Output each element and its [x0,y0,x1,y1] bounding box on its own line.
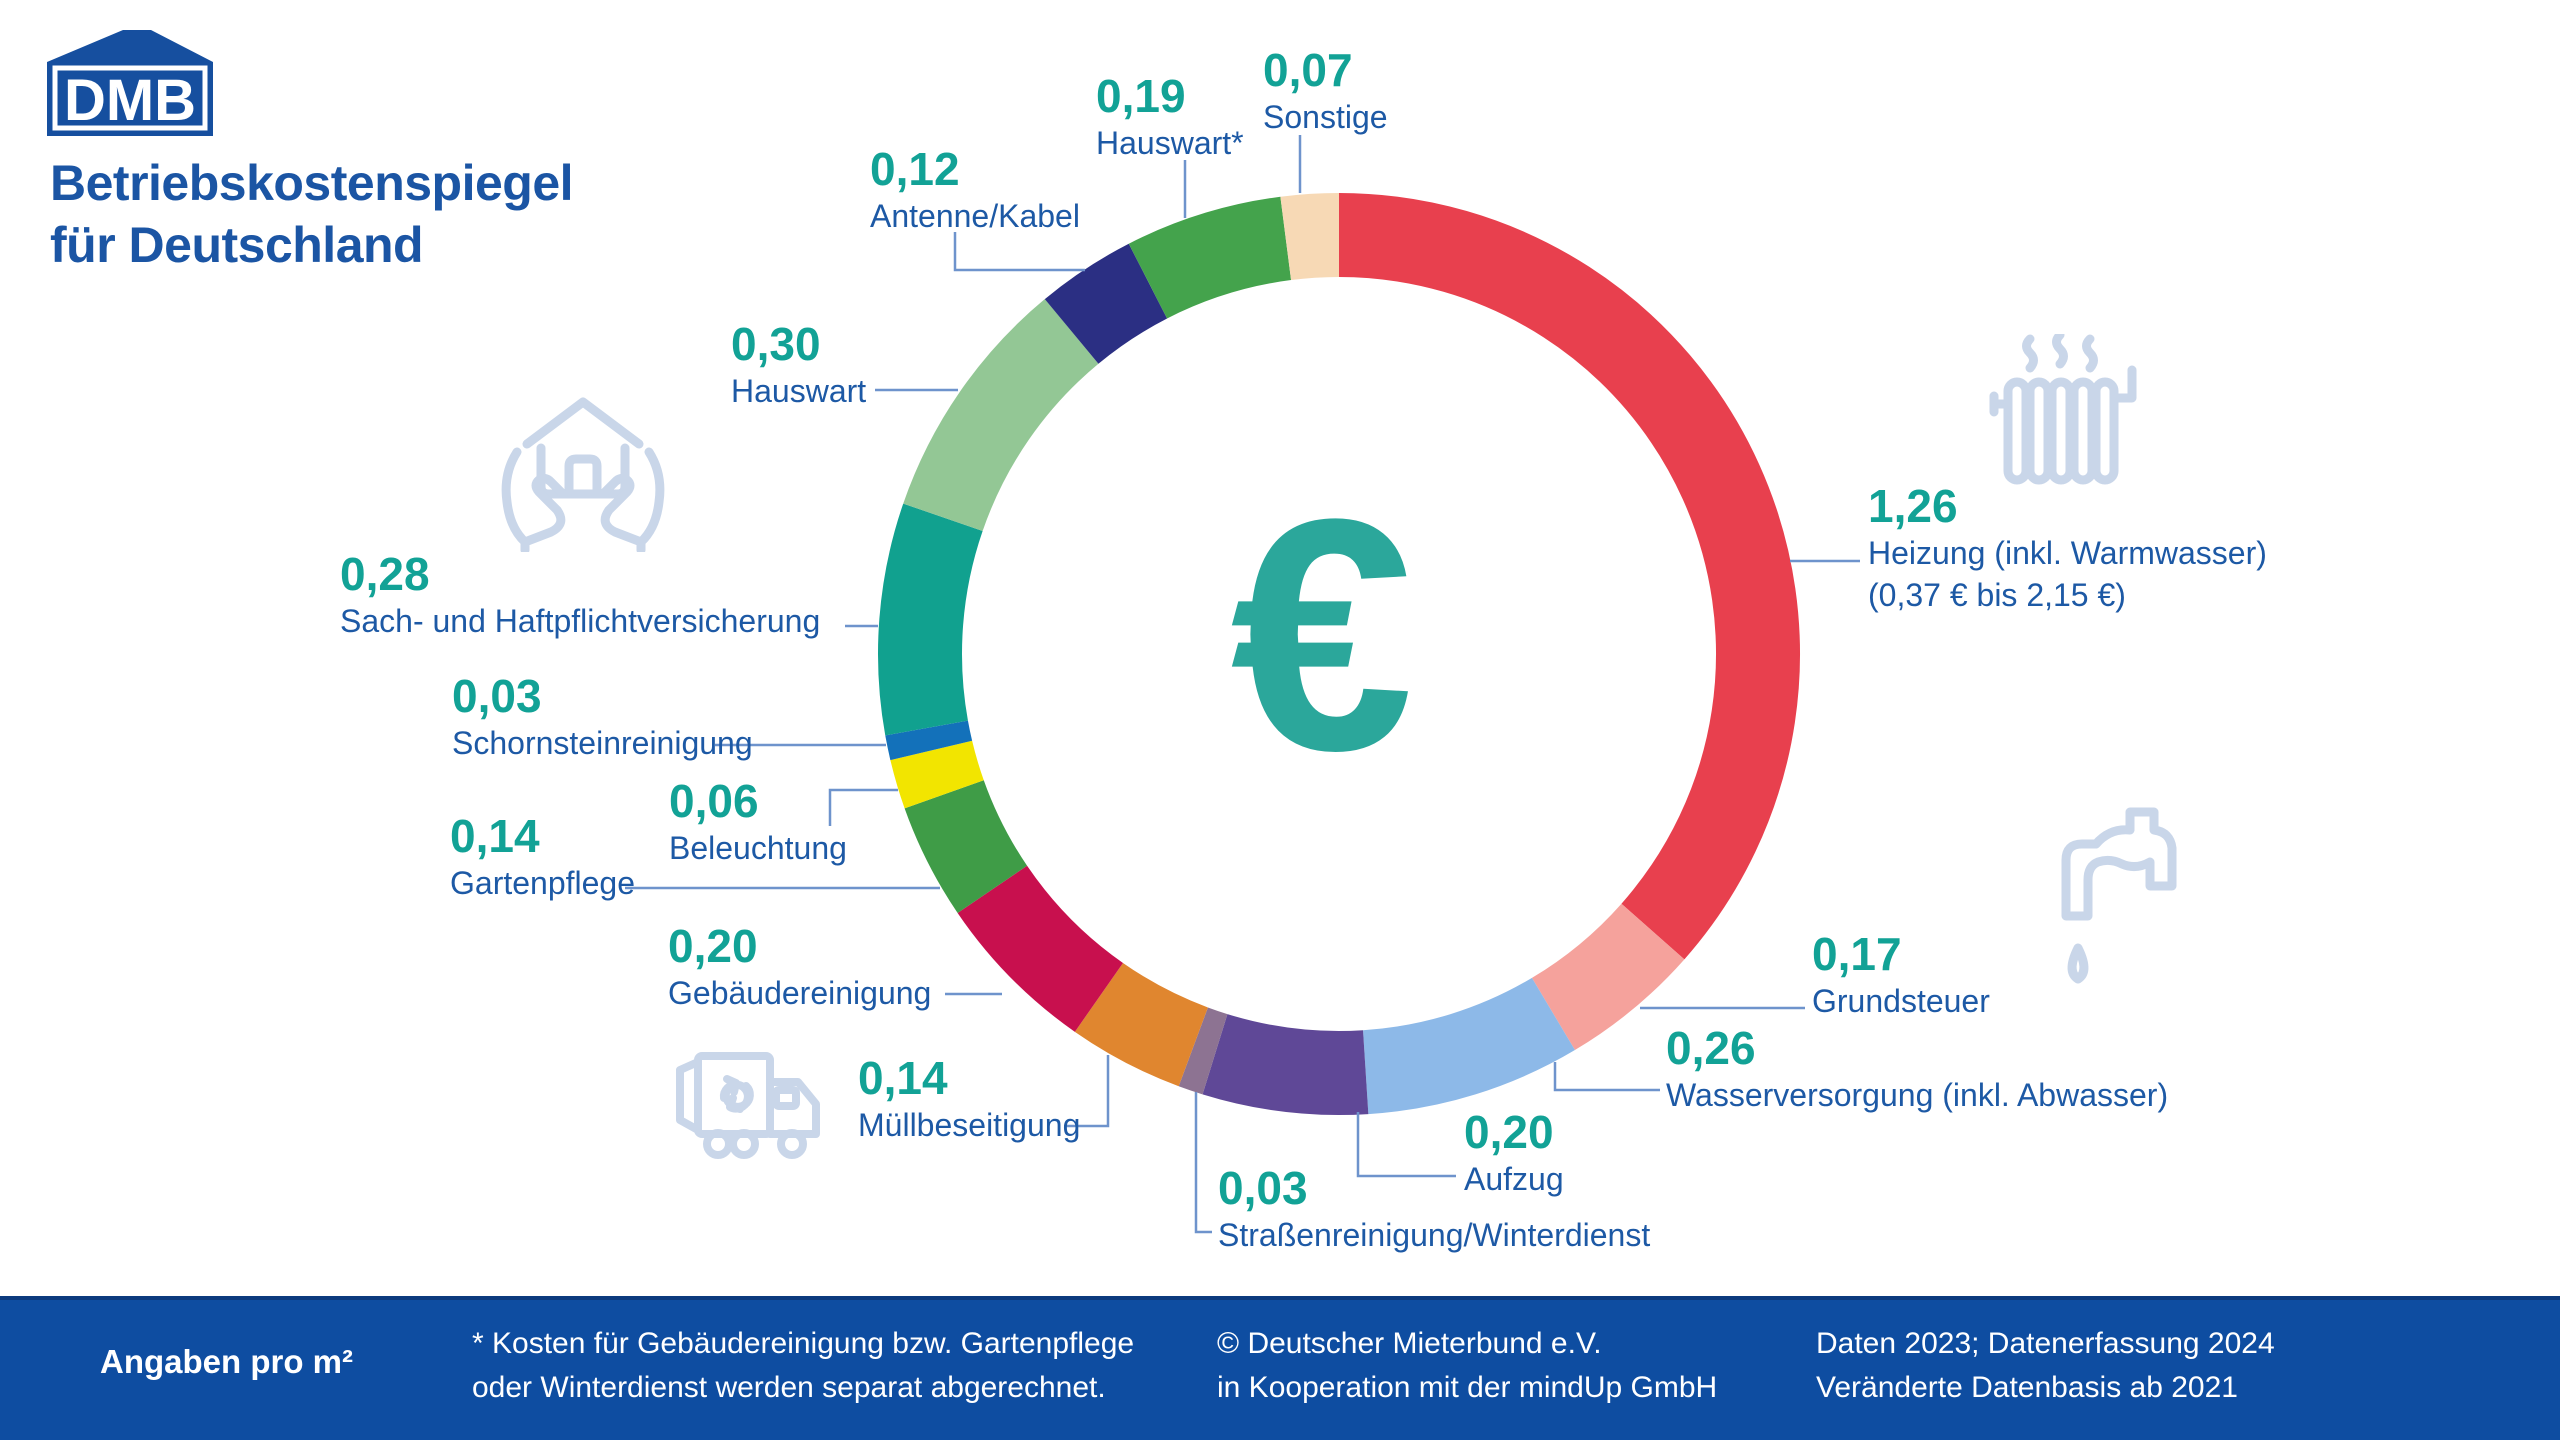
segment-label-muellbeseitigung: 0,14 Müllbeseitigung [858,1052,1080,1146]
leader-line-antenne [953,232,1085,272]
donut-segment-heizung [1338,193,1800,960]
donut-segment-schornsteinreinigung [885,720,973,761]
segment-value: 0,28 [340,548,430,600]
segment-name: Wasserversorgung (inkl. Abwasser) [1666,1077,2169,1113]
hands-house-icon [501,397,665,552]
segment-value: 0,20 [668,920,758,972]
footnote-line2: oder Winterdienst werden separat abgerec… [472,1371,1106,1404]
page-title: Betriebskostenspiegel für Deutschland [50,152,574,276]
donut-segment-beleuchtung [890,740,984,809]
dmb-logo: DMB [47,30,213,136]
segment-value: 0,03 [452,670,542,722]
segment-value: 0,06 [669,775,759,827]
segment-name: Gartenpflege [450,865,636,901]
data-note: Daten 2023; Datenerfassung 2024 Veränder… [1816,1322,2275,1410]
segment-label-gartenpflege: 0,14 Gartenpflege [450,810,635,904]
donut-segment-wasserversorgung [1362,977,1575,1115]
leader-line-strassenreinigung [1194,1092,1212,1234]
segment-name: Schornsteinreinigung [452,725,753,761]
segment-name: Sonstige [1263,99,1388,135]
segment-name: Heizung (inkl. Warmwasser) [1868,535,2267,571]
donut-segment-strassenreinigung [1178,1007,1228,1095]
leader-line-wasserversorgung [1553,1062,1660,1092]
donut-segment-antenne [1044,243,1168,365]
segment-label-aufzug: 0,20 Aufzug [1464,1106,1564,1200]
title-line1: Betriebskostenspiegel [50,155,574,211]
segment-name: Müllbeseitigung [858,1107,1081,1143]
segment-value: 0,20 [1464,1106,1554,1158]
segment-name: Straßenreinigung/Winterdienst [1218,1217,1651,1253]
segment-label-heizung: 1,26 Heizung (inkl. Warmwasser) (0,37 € bi… [1868,480,2267,616]
segment-label-versicherung: 0,28 Sach- und Haftpflichtversicherung [340,548,820,642]
segment-name: Hauswart* [1096,125,1244,161]
donut-segment-hauswart [903,299,1099,532]
garbage-truck-icon [676,1052,820,1159]
donut-segment-versicherung [878,503,983,736]
segment-value: 0,07 [1263,44,1353,96]
segment-value: 0,19 [1096,70,1186,122]
radiator-icon [1989,334,2137,485]
segment-name: Aufzug [1464,1161,1564,1197]
segment-label-beleuchtung: 0,06 Beleuchtung [669,775,847,869]
segment-value: 0,14 [858,1052,948,1104]
title-line2: für Deutschland [50,217,424,273]
segment-sublabel: (0,37 € bis 2,15 €) [1868,577,2126,613]
footnote: * Kosten für Gebäudereinigung bzw. Garte… [472,1322,1134,1410]
donut-segment-gebaeudereinigung [957,865,1124,1032]
segment-value: 0,14 [450,810,540,862]
logo-text: DMB [64,68,196,133]
logo-keyline [52,65,208,131]
segment-value: 0,17 [1812,928,1902,980]
footer-bar: Angaben pro m² * Kosten für Gebäudereini… [0,1296,2560,1440]
copyright-line1: © Deutscher Mieterbund e.V. [1217,1327,1602,1360]
segment-value: 0,30 [731,318,821,370]
unit-note: Angaben pro m² [100,1343,353,1380]
segment-label-sonstige: 0,07 Sonstige [1263,44,1388,138]
segment-name: Gebäudereinigung [668,975,932,1011]
segment-value: 0,03 [1218,1162,1308,1214]
donut-segment-grundsteuer [1531,903,1685,1051]
donut-segment-aufzug [1202,1013,1369,1115]
segment-name: Beleuchtung [669,830,847,866]
donut-segment-hauswart2 [1128,196,1292,319]
leader-line-muellbeseitigung [1064,1055,1110,1128]
segment-name: Sach- und Haftpflichtversicherung [340,603,821,639]
segment-label-wasserversorgung: 0,26 Wasserversorgung (inkl. Abwasser) [1666,1022,2168,1116]
logo-house-shape [47,30,213,136]
donut-segment-muellbeseitigung [1074,962,1209,1087]
copyright-line2: in Kooperation mit der mindUp GmbH [1217,1371,1718,1404]
leader-line-aufzug [1356,1112,1456,1178]
donut-segment-sonstige [1280,193,1340,281]
data-note-line2: Veränderte Datenbasis ab 2021 [1816,1371,2238,1404]
segment-value: 0,12 [870,143,960,195]
segment-label-antenne: 0,12 Antenne/Kabel [870,143,1080,237]
segment-label-gebaeudereinigung: 0,20 Gebäudereinigung [668,920,931,1014]
segment-label-grundsteuer: 0,17 Grundsteuer [1812,928,1990,1022]
faucet-icon [2061,807,2177,984]
segment-label-schornsteinreinigung: 0,03 Schornsteinreinigung [452,670,753,764]
segment-name: Antenne/Kabel [870,198,1080,234]
segment-name: Hauswart [731,373,867,409]
data-note-line1: Daten 2023; Datenerfassung 2024 [1816,1327,2275,1360]
segment-label-hauswart2: 0,19 Hauswart* [1096,70,1244,164]
segment-label-hauswart: 0,30 Hauswart [731,318,866,412]
segment-label-strassenreinigung: 0,03 Straßenreinigung/Winterdienst [1218,1162,1650,1256]
euro-symbol: € [1230,449,1414,819]
footnote-line1: * Kosten für Gebäudereinigung bzw. Garte… [472,1327,1135,1360]
segment-name: Grundsteuer [1812,983,1990,1019]
segment-value: 1,26 [1868,480,1958,532]
leader-line-beleuchtung [828,788,898,826]
donut-segment-gartenpflege [904,779,1028,913]
segment-value: 0,26 [1666,1022,1756,1074]
copyright: © Deutscher Mieterbund e.V. in Kooperati… [1217,1322,1717,1410]
